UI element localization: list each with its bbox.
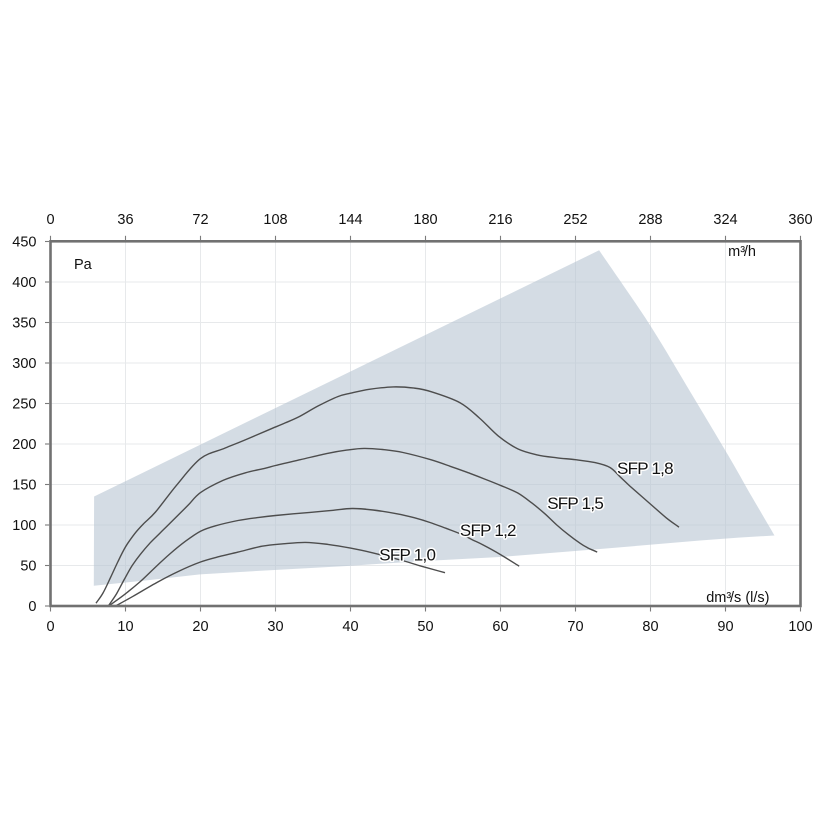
svg-text:216: 216: [488, 212, 512, 228]
svg-text:10: 10: [117, 619, 133, 635]
svg-text:90: 90: [717, 619, 733, 635]
svg-text:m³/h: m³/h: [728, 244, 756, 260]
svg-text:300: 300: [12, 356, 36, 372]
svg-text:100: 100: [788, 619, 812, 635]
svg-text:180: 180: [413, 212, 437, 228]
svg-text:200: 200: [12, 437, 36, 453]
svg-text:450: 450: [12, 235, 36, 251]
svg-text:0: 0: [46, 619, 54, 635]
svg-text:36: 36: [117, 212, 133, 228]
svg-text:20: 20: [192, 619, 208, 635]
svg-text:72: 72: [192, 212, 208, 228]
svg-text:dm³/s (l/s): dm³/s (l/s): [706, 590, 769, 606]
svg-text:108: 108: [263, 212, 287, 228]
svg-text:400: 400: [12, 275, 36, 291]
svg-text:150: 150: [12, 478, 36, 494]
svg-text:50: 50: [417, 619, 433, 635]
svg-text:SFP 1,8: SFP 1,8: [617, 459, 673, 478]
svg-text:360: 360: [788, 212, 812, 228]
svg-text:100: 100: [12, 518, 36, 534]
svg-text:50: 50: [20, 559, 36, 575]
svg-text:288: 288: [638, 212, 662, 228]
svg-text:SFP 1,2: SFP 1,2: [460, 521, 516, 540]
svg-text:SFP 1,0: SFP 1,0: [379, 546, 435, 565]
svg-text:SFP 1,5: SFP 1,5: [547, 494, 603, 513]
svg-text:60: 60: [492, 619, 508, 635]
svg-text:40: 40: [342, 619, 358, 635]
svg-text:250: 250: [12, 397, 36, 413]
svg-text:350: 350: [12, 316, 36, 332]
svg-text:0: 0: [28, 599, 36, 615]
svg-text:252: 252: [563, 212, 587, 228]
svg-text:144: 144: [338, 212, 362, 228]
svg-text:Pa: Pa: [74, 257, 93, 273]
svg-text:0: 0: [46, 212, 54, 228]
svg-text:80: 80: [642, 619, 658, 635]
svg-text:70: 70: [567, 619, 583, 635]
svg-text:30: 30: [267, 619, 283, 635]
svg-text:324: 324: [713, 212, 737, 228]
